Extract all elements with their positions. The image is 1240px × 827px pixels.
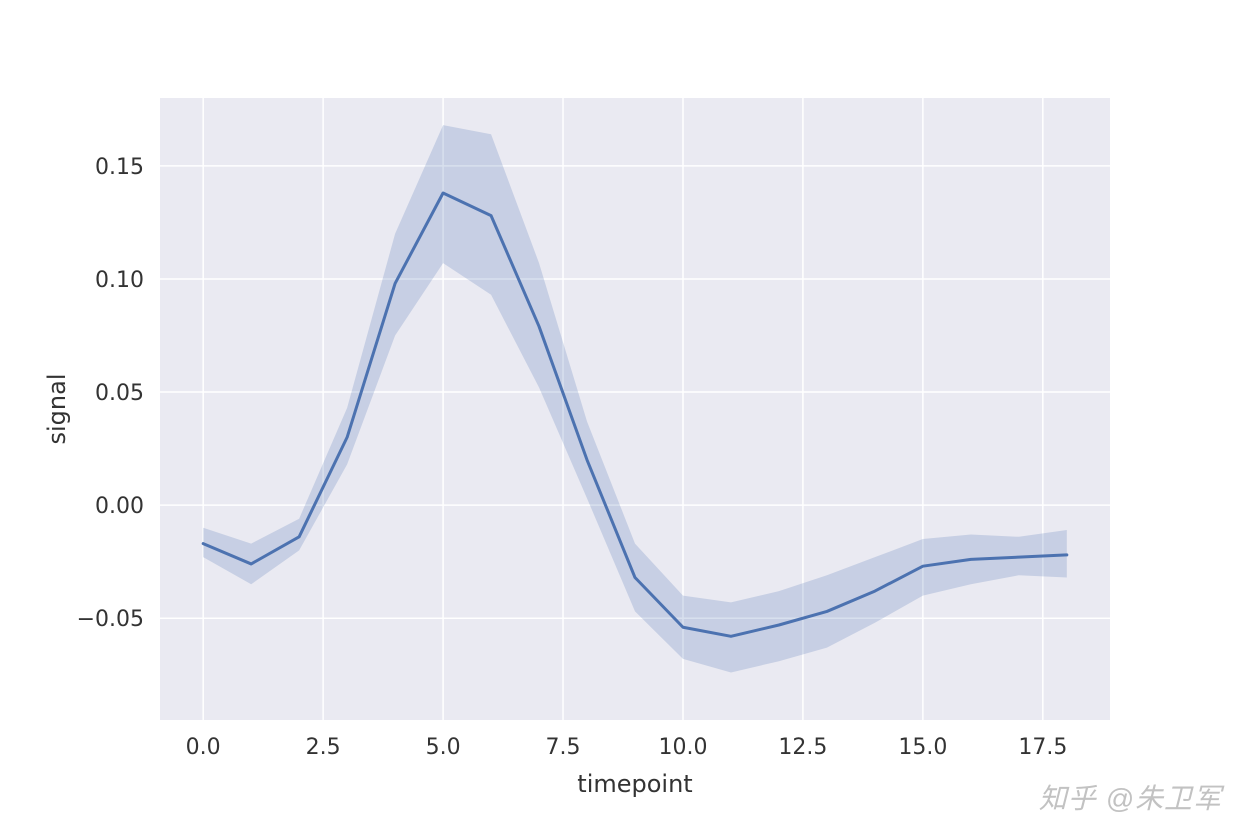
x-tick-label: 12.5 (778, 735, 827, 760)
x-tick-label: 2.5 (306, 735, 341, 760)
y-tick-label: 0.10 (95, 268, 144, 293)
y-tick-label: 0.15 (95, 155, 144, 180)
x-tick-label: 0.0 (186, 735, 221, 760)
x-tick-label: 10.0 (658, 735, 707, 760)
x-tick-label: 17.5 (1018, 735, 1067, 760)
x-tick-label: 5.0 (426, 735, 461, 760)
x-tick-label: 15.0 (898, 735, 947, 760)
y-axis-label: signal (43, 374, 71, 445)
x-tick-label: 7.5 (546, 735, 581, 760)
plot-area (160, 98, 1110, 720)
chart-container: 0.0 2.5 5.0 7.5 10.0 12.5 15.0 17.5 −0.05 0.00 0.0… (0, 0, 1240, 827)
y-tick-label: 0.05 (95, 381, 144, 406)
y-tick-label: 0.00 (95, 494, 144, 519)
line-chart-svg: 0.0 2.5 5.0 7.5 10.0 12.5 15.0 17.5 −0.05 0.00 0.0… (0, 0, 1240, 827)
x-axis-label: timepoint (577, 770, 692, 798)
y-tick-label: −0.05 (77, 607, 144, 632)
